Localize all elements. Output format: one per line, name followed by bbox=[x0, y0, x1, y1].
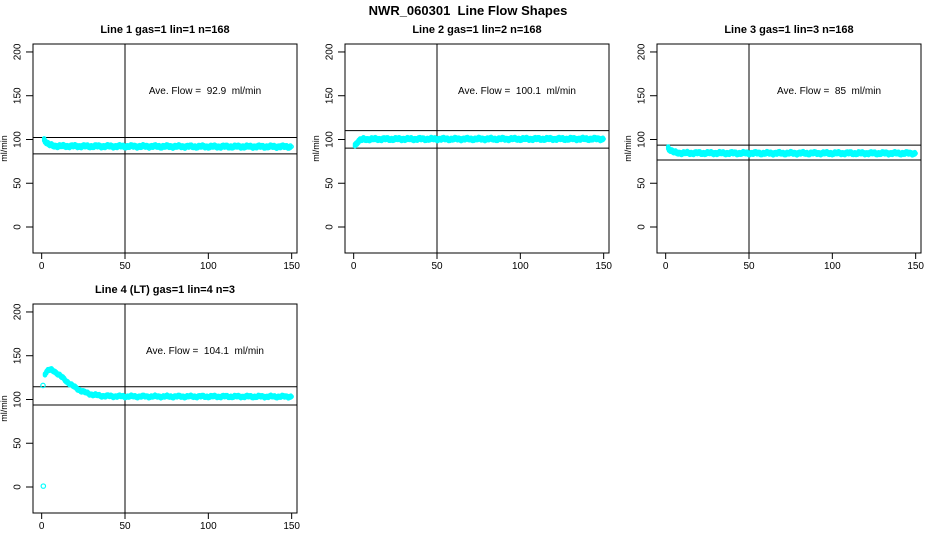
y-axis-label: ml/min bbox=[624, 135, 633, 162]
ave-flow-annotation: Ave. Flow = 100.1 ml/min bbox=[458, 86, 576, 97]
x-tick-label: 50 bbox=[743, 261, 755, 270]
y-tick-label: 150 bbox=[13, 347, 24, 364]
x-tick-label: 100 bbox=[200, 521, 217, 530]
flow-point bbox=[289, 144, 294, 149]
y-tick-label: 0 bbox=[325, 224, 336, 230]
x-tick-label: 50 bbox=[119, 521, 131, 530]
reference-lines bbox=[345, 44, 609, 253]
x-tick-label: 150 bbox=[595, 261, 612, 270]
x-tick-label: 100 bbox=[200, 261, 217, 270]
x-tick-label: 150 bbox=[283, 521, 300, 530]
x-tick-label: 50 bbox=[431, 261, 443, 270]
x-tick-label: 50 bbox=[119, 261, 131, 270]
x-axis: 0 50 100 150 bbox=[39, 513, 300, 530]
y-tick-label: 150 bbox=[325, 87, 336, 104]
y-axis: 0 50 100 150 200 ml/min bbox=[312, 43, 345, 230]
chart-svg-line-3: 0 50 100 150 200 ml/min 0 50 100 150 bbox=[624, 43, 924, 270]
chart-svg-line-1: 0 50 100 150 200 ml/min 0 50 100 150 bbox=[0, 43, 300, 270]
subplot-title: Line 1 gas=1 lin=1 n=168 bbox=[100, 24, 230, 36]
y-axis: 0 50 100 150 200 ml/min bbox=[0, 43, 33, 230]
x-tick-label: 150 bbox=[283, 261, 300, 270]
subplot-title: Line 2 gas=1 lin=2 n=168 bbox=[412, 24, 542, 36]
ave-flow-annotation: Ave. Flow = 92.9 ml/min bbox=[148, 86, 262, 97]
flow-point bbox=[289, 394, 294, 399]
y-tick-label: 0 bbox=[637, 224, 648, 230]
flow-point bbox=[601, 136, 606, 142]
ave-flow-annotation: Ave. Flow = 85 ml/min bbox=[776, 86, 882, 97]
subplot-title: Line 3 gas=1 lin=3 n=168 bbox=[724, 24, 854, 36]
y-axis-label: ml/min bbox=[312, 135, 321, 162]
reference-lines bbox=[33, 304, 297, 513]
x-tick-label: 150 bbox=[907, 261, 924, 270]
y-tick-label: 200 bbox=[325, 43, 336, 60]
x-tick-label: 0 bbox=[39, 521, 45, 530]
main-title: NWR_060301 Line Flow Shapes bbox=[368, 3, 568, 18]
x-tick-label: 0 bbox=[351, 261, 357, 270]
y-tick-label: 100 bbox=[13, 131, 24, 148]
y-tick-label: 50 bbox=[325, 177, 336, 189]
x-tick-label: 0 bbox=[663, 261, 669, 270]
y-tick-label: 200 bbox=[13, 303, 24, 320]
y-tick-label: 0 bbox=[13, 224, 24, 230]
reference-lines bbox=[657, 44, 921, 253]
y-tick-label: 150 bbox=[637, 87, 648, 104]
ave-flow-annotation: Ave. Flow = 104.1 ml/min bbox=[146, 346, 264, 357]
outlier-point bbox=[40, 483, 47, 489]
y-axis: 0 50 100 150 200 ml/min bbox=[0, 303, 33, 490]
plot-box bbox=[32, 43, 298, 254]
flow-point bbox=[913, 151, 918, 156]
y-tick-label: 0 bbox=[13, 484, 24, 490]
x-tick-label: 100 bbox=[824, 261, 841, 270]
x-tick-label: 100 bbox=[512, 261, 529, 270]
x-tick-label: 0 bbox=[39, 261, 45, 270]
data-points bbox=[41, 136, 294, 151]
subplot-line-4: 0 50 100 150 200 ml/min 0 50 100 150 Line 4 (LT) … bbox=[0, 278, 312, 530]
outlier-point bbox=[40, 382, 46, 389]
subplot-line-3: 0 50 100 150 200 ml/min 0 50 100 150 Line 3 gas=1… bbox=[624, 18, 936, 270]
subplot-line-2: 0 50 100 150 200 ml/min 0 50 100 150 Line 2 gas=1… bbox=[312, 18, 624, 270]
plot-box bbox=[656, 43, 922, 254]
data-points bbox=[665, 144, 918, 158]
subplot-title: Line 4 (LT) gas=1 lin=4 n=3 bbox=[94, 284, 236, 296]
y-axis: 0 50 100 150 200 ml/min bbox=[624, 43, 657, 230]
x-axis: 0 50 100 150 bbox=[39, 253, 300, 270]
y-axis-label: ml/min bbox=[0, 395, 9, 422]
y-tick-label: 50 bbox=[13, 177, 24, 189]
y-tick-label: 200 bbox=[13, 43, 24, 60]
chart-svg-line-2: 0 50 100 150 200 ml/min 0 50 100 150 bbox=[312, 43, 612, 270]
y-axis-label: ml/min bbox=[0, 135, 9, 162]
x-axis: 0 50 100 150 bbox=[663, 253, 924, 270]
y-tick-label: 100 bbox=[637, 131, 648, 148]
chart-svg-line-4: 0 50 100 150 200 ml/min 0 50 100 150 bbox=[0, 303, 300, 530]
data-points bbox=[42, 366, 294, 401]
y-tick-label: 200 bbox=[637, 43, 648, 60]
y-tick-label: 150 bbox=[13, 87, 24, 104]
outlier-points bbox=[40, 382, 47, 489]
x-axis: 0 50 100 150 bbox=[351, 253, 612, 270]
y-tick-label: 100 bbox=[325, 131, 336, 148]
y-tick-label: 50 bbox=[637, 177, 648, 189]
subplot-line-1: 0 50 100 150 200 ml/min 0 50 100 150 Line 1 gas=1… bbox=[0, 18, 312, 270]
data-points bbox=[352, 134, 606, 149]
plot-box bbox=[32, 303, 298, 514]
y-tick-label: 50 bbox=[13, 437, 24, 449]
y-tick-label: 100 bbox=[13, 391, 24, 408]
